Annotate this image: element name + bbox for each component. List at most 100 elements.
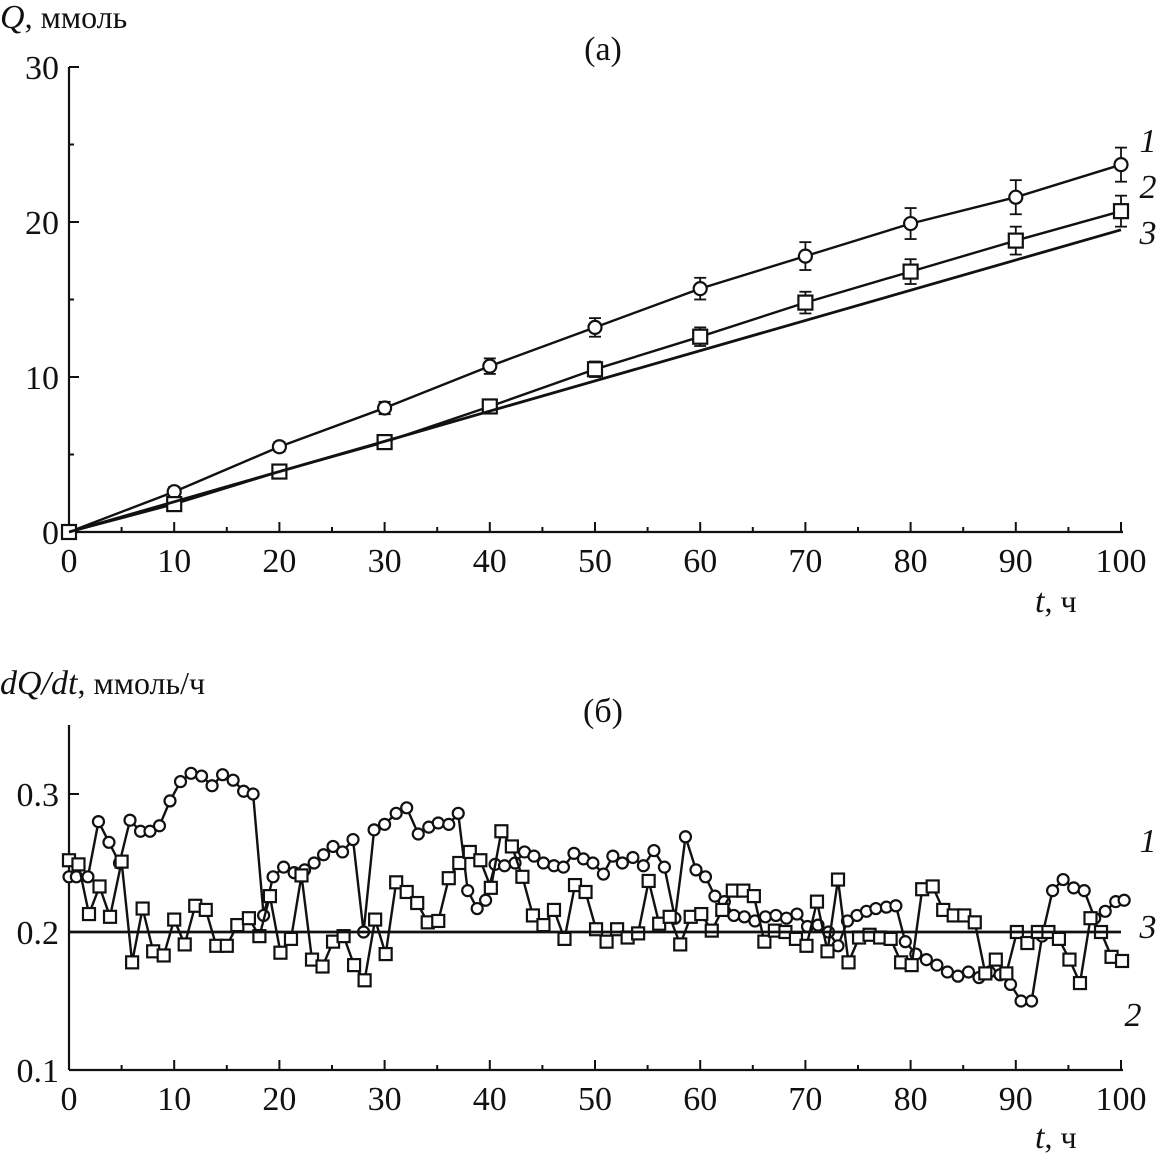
data-point-circle [266, 870, 280, 884]
data-point-circle [626, 850, 640, 865]
curve-label-3: 3 [1139, 215, 1157, 252]
data-point-circle [205, 779, 219, 793]
data-point-circle [81, 870, 95, 884]
x-tick-label: 50 [578, 1081, 612, 1118]
data-point-circle [152, 819, 167, 833]
data-point-square [1007, 232, 1024, 249]
data-point-circle [919, 952, 933, 967]
data-point-square [1020, 935, 1035, 951]
data-point-circle [497, 859, 512, 873]
data-point-square [883, 931, 898, 947]
data-point-square [294, 868, 309, 883]
data-point-circle [1077, 883, 1091, 898]
data-point-circle [335, 845, 350, 859]
x-axis-label: t, ч [1035, 583, 1077, 620]
x-tick-label: 10 [157, 1081, 191, 1118]
series-3: 3 [69, 909, 1157, 946]
data-point-square [757, 934, 772, 949]
data-point-circle [246, 787, 260, 801]
x-tick-label: 20 [262, 543, 296, 580]
data-point-square [262, 889, 278, 904]
data-point-square [692, 328, 709, 345]
data-point-circle [758, 910, 773, 924]
data-point-square [102, 909, 118, 924]
data-point-circle [692, 281, 708, 297]
data-point-square [820, 944, 835, 959]
data-point-circle [769, 908, 783, 923]
data-point-circle [184, 766, 198, 780]
x-tick-label: 50 [578, 543, 612, 580]
data-point-square [841, 955, 856, 970]
x-tick-label: 60 [683, 1081, 717, 1118]
x-tick-label: 40 [473, 543, 507, 580]
data-point-square [273, 945, 288, 960]
data-point-square [588, 922, 604, 937]
data-point-square [315, 959, 330, 974]
data-point-circle [367, 823, 381, 837]
data-point-square [641, 873, 656, 889]
data-point-circle [461, 883, 475, 898]
data-point-square [241, 911, 256, 926]
x-axis-unit: , ч [1044, 583, 1076, 619]
curve-label-3: 3 [1139, 909, 1157, 946]
y-axis-symbol: dQ/dt [0, 665, 79, 702]
data-point-square [830, 872, 846, 887]
data-point-square [904, 958, 919, 973]
data-point-circle [470, 901, 484, 916]
data-point-square [494, 824, 509, 839]
data-point-square [114, 854, 129, 869]
data-point-circle [215, 768, 230, 782]
data-point-square [125, 955, 140, 970]
series-1: 1 [62, 766, 1157, 1008]
data-point-circle [698, 870, 713, 884]
data-point-circle [1014, 994, 1028, 1008]
data-point-square [515, 869, 530, 884]
data-point-circle [1113, 157, 1129, 173]
data-point-square [473, 853, 488, 868]
series-2-line [68, 828, 1123, 988]
data-point-square [92, 879, 107, 894]
y-tick-label: 20 [25, 205, 59, 242]
data-point-circle [226, 773, 240, 787]
series-3-line [68, 228, 1122, 534]
data-point-square [441, 871, 456, 886]
data-point-square [378, 946, 393, 962]
data-point-circle [636, 859, 650, 873]
y-axis-symbol: Q [0, 0, 25, 36]
data-point-circle [689, 863, 703, 877]
x-tick-label: 70 [788, 543, 822, 580]
data-point-circle [451, 806, 465, 820]
series-2: 2 [61, 824, 1142, 1034]
data-point-square [1114, 953, 1130, 969]
data-point-circle [389, 806, 403, 820]
data-point-square [978, 966, 993, 981]
data-point-circle [678, 830, 693, 844]
data-point-square [715, 902, 730, 918]
data-point-circle [316, 848, 331, 862]
x-axis-symbol: t [1035, 1119, 1046, 1156]
data-point-circle [797, 248, 814, 264]
x-tick-label: 0 [61, 1081, 78, 1118]
data-point-square [357, 973, 372, 988]
data-point-circle [163, 794, 177, 808]
data-point-circle [1056, 872, 1070, 887]
x-tick-label: 0 [61, 543, 78, 580]
data-point-square [462, 844, 477, 860]
curve-label-1: 1 [1140, 823, 1157, 860]
y-tick-label: 10 [25, 360, 59, 397]
data-point-square [902, 263, 919, 280]
panel-b: 0 10 20 30 40 50 60 70 80 90 100 0.1 0.2 0.3 dQ/dt, мм… [0, 665, 1157, 1156]
data-point-square [1051, 931, 1067, 947]
x-tick-label: 30 [368, 1081, 402, 1118]
y-tick-label: 0.2 [17, 915, 60, 952]
x-tick-label: 100 [1096, 543, 1147, 580]
data-point-circle [271, 439, 287, 455]
curve-label-1: 1 [1140, 123, 1157, 160]
data-point-circle [889, 899, 903, 913]
data-point-square [1072, 975, 1088, 991]
x-tick-label: 60 [683, 543, 717, 580]
data-point-square [389, 875, 404, 890]
data-point-circle [400, 801, 414, 815]
x-tick-label: 20 [262, 1081, 296, 1118]
data-point-square [71, 857, 86, 872]
